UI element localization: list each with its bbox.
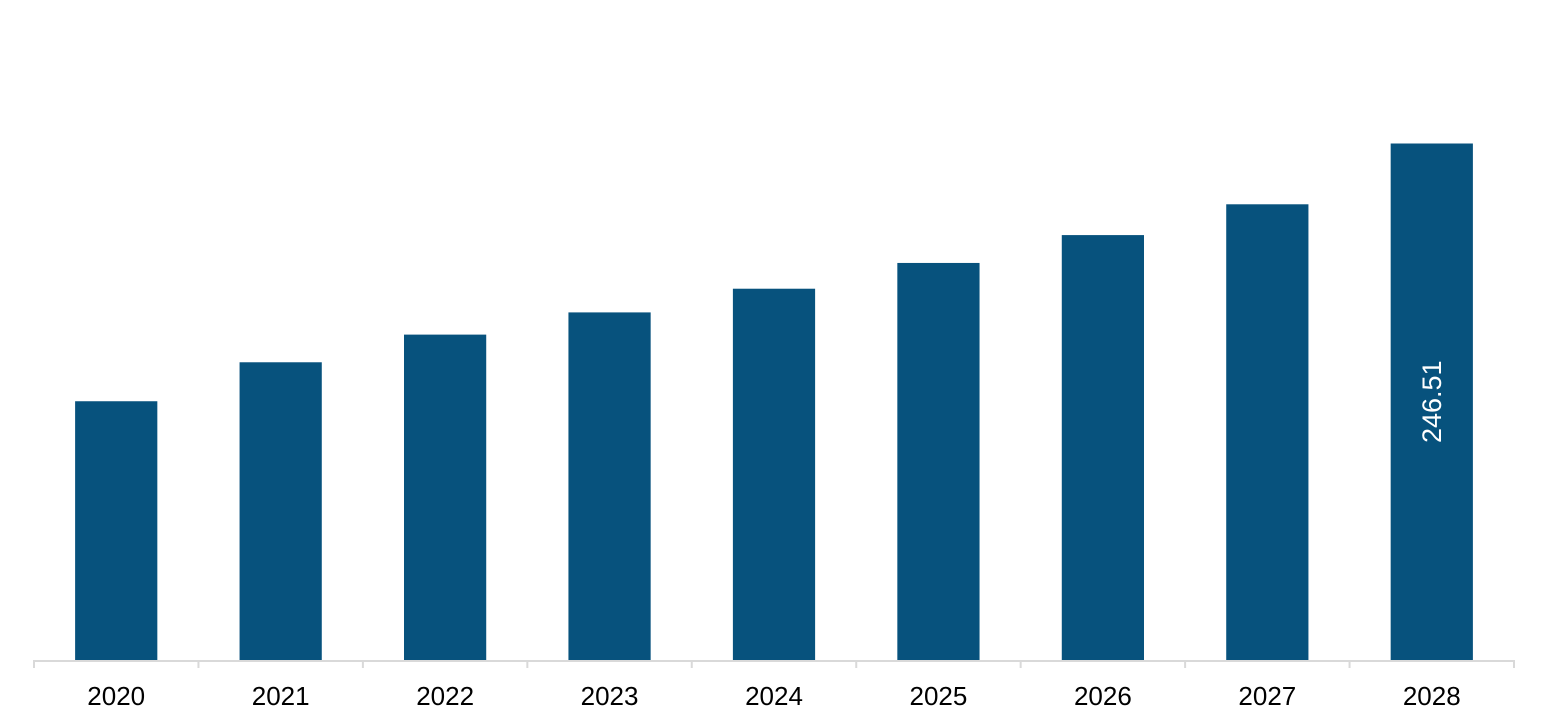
- bar-2021: [239, 362, 322, 660]
- bar-2025: [897, 262, 980, 660]
- bar-2026: [1061, 235, 1144, 660]
- x-tick-label-2025: 2025: [910, 681, 968, 711]
- data-label-2028: 246.51: [1417, 360, 1447, 443]
- x-tick-label-2021: 2021: [252, 681, 310, 711]
- bar-2024: [732, 288, 816, 660]
- bar-2020: [75, 401, 158, 660]
- x-tick-label-2028: 2028: [1403, 681, 1461, 711]
- x-tick-label-2023: 2023: [581, 681, 639, 711]
- data-labels-group: 246.51: [1417, 360, 1447, 443]
- x-tick-label-2027: 2027: [1238, 681, 1296, 711]
- bars-group: [75, 143, 1473, 661]
- x-tick-label-2022: 2022: [416, 681, 474, 711]
- x-tick-label-2024: 2024: [745, 681, 803, 711]
- bar-2022: [404, 334, 487, 660]
- x-tick-label-2026: 2026: [1074, 681, 1132, 711]
- x-axis: 2020 2021 2022 2023 2024 2025 2026 2027 2028: [33, 660, 1515, 711]
- bar-2023: [568, 312, 651, 660]
- bar-2027: [1226, 204, 1309, 661]
- x-tick-label-2020: 2020: [87, 681, 145, 711]
- bar-2028: [1390, 143, 1473, 660]
